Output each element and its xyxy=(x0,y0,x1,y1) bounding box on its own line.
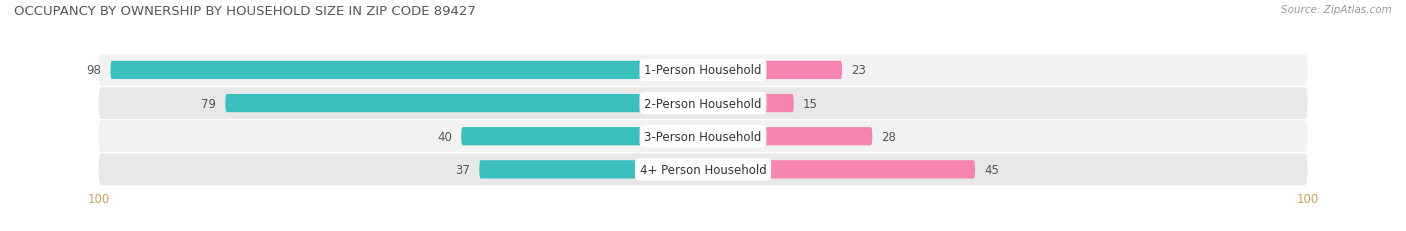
FancyBboxPatch shape xyxy=(98,154,1308,185)
Text: 79: 79 xyxy=(201,97,217,110)
FancyBboxPatch shape xyxy=(98,55,1308,86)
Text: 15: 15 xyxy=(803,97,818,110)
FancyBboxPatch shape xyxy=(111,61,703,80)
FancyBboxPatch shape xyxy=(98,121,1308,152)
Text: OCCUPANCY BY OWNERSHIP BY HOUSEHOLD SIZE IN ZIP CODE 89427: OCCUPANCY BY OWNERSHIP BY HOUSEHOLD SIZE… xyxy=(14,5,477,18)
Text: 45: 45 xyxy=(984,163,1000,176)
FancyBboxPatch shape xyxy=(225,94,703,113)
Text: 4+ Person Household: 4+ Person Household xyxy=(640,163,766,176)
Text: 40: 40 xyxy=(437,130,453,143)
FancyBboxPatch shape xyxy=(703,61,842,80)
FancyBboxPatch shape xyxy=(703,128,872,146)
FancyBboxPatch shape xyxy=(703,94,793,113)
FancyBboxPatch shape xyxy=(98,88,1308,119)
Text: 28: 28 xyxy=(882,130,896,143)
Text: 98: 98 xyxy=(87,64,101,77)
Text: 2-Person Household: 2-Person Household xyxy=(644,97,762,110)
Text: 23: 23 xyxy=(851,64,866,77)
FancyBboxPatch shape xyxy=(703,161,976,179)
Text: 37: 37 xyxy=(456,163,470,176)
Text: 1-Person Household: 1-Person Household xyxy=(644,64,762,77)
Text: Source: ZipAtlas.com: Source: ZipAtlas.com xyxy=(1281,5,1392,15)
FancyBboxPatch shape xyxy=(461,128,703,146)
FancyBboxPatch shape xyxy=(479,161,703,179)
Text: 3-Person Household: 3-Person Household xyxy=(644,130,762,143)
